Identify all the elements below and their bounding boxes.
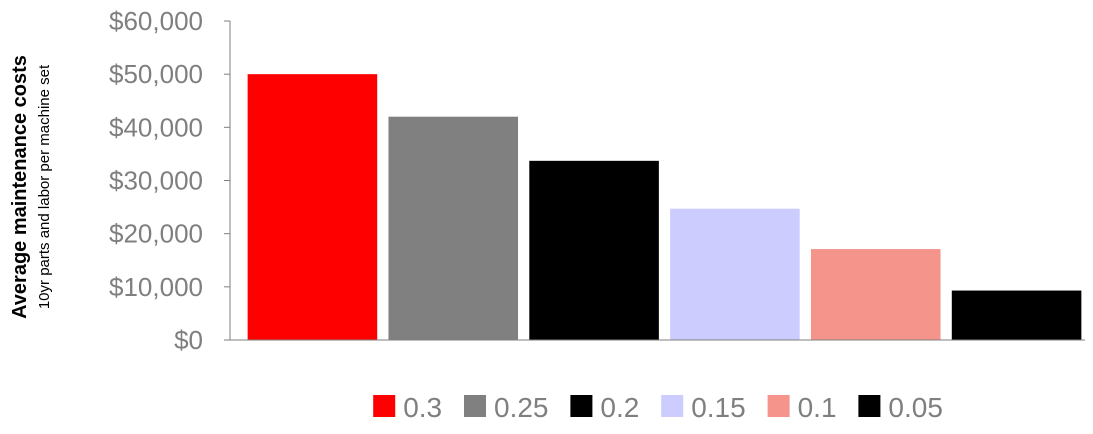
y-tick-label: $0 xyxy=(174,325,203,355)
y-tick-label: $30,000 xyxy=(109,166,203,196)
y-axis-label: Average maintenance costs xyxy=(9,55,31,319)
y-axis-sublabel: 10yr parts and labor per machine set xyxy=(36,64,53,309)
legend-label: 0.25 xyxy=(494,392,549,423)
bar-0-25 xyxy=(388,116,519,340)
y-axis: $0 $10,000 $20,000 $30,000 $40,000 $50,000 $60… xyxy=(109,6,231,355)
bar-0-05 xyxy=(951,290,1082,340)
legend-label: 0.1 xyxy=(798,392,837,423)
legend-label: 0.15 xyxy=(691,392,746,423)
y-tick-label: $40,000 xyxy=(109,112,203,142)
legend-swatch xyxy=(767,395,790,417)
legend-swatch xyxy=(464,395,486,417)
y-tick-label: $50,000 xyxy=(109,59,203,89)
legend-swatch xyxy=(858,395,881,417)
legend-label: 0.2 xyxy=(600,392,639,423)
bars xyxy=(247,74,1082,341)
y-axis-title: Average maintenance costs 10yr parts and… xyxy=(9,55,53,319)
legend-label: 0.05 xyxy=(888,392,943,423)
legend-swatch xyxy=(570,395,593,417)
y-tick-label: $10,000 xyxy=(109,272,203,302)
legend-label: 0.3 xyxy=(403,392,442,423)
legend-swatch xyxy=(373,395,396,417)
y-tick-label: $60,000 xyxy=(109,6,203,36)
legend: 0.3 0.25 0.2 0.15 0.1 0.05 xyxy=(373,392,943,423)
bar-0-3 xyxy=(247,74,378,341)
bar-0-2 xyxy=(529,160,659,340)
bar-0-1 xyxy=(810,249,941,340)
y-tick-label: $20,000 xyxy=(109,219,203,249)
legend-swatch xyxy=(661,395,684,417)
bar-0-15 xyxy=(670,208,800,340)
